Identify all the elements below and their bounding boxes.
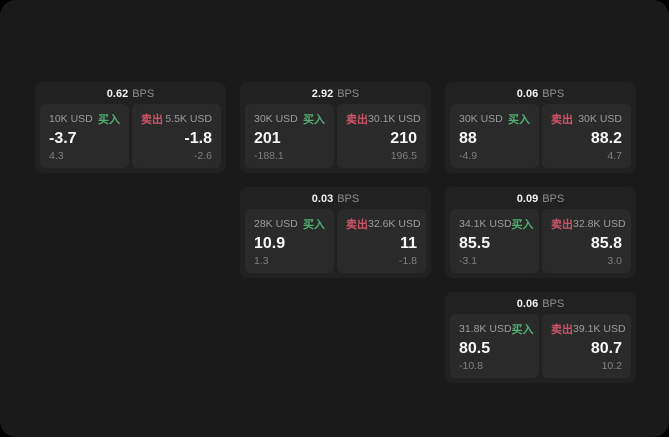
buy-amount: 10K USD <box>49 113 93 125</box>
buy-side-label: 买入 <box>98 114 120 126</box>
quote-card: 0.03 BPS 28K USD 买入 10.9 1.3 卖出 32.6K USD… <box>240 187 431 278</box>
quote-card: 0.06 BPS 31.8K USD 买入 80.5 -10.8 卖出 39.1K… <box>445 292 636 383</box>
sell-panel[interactable]: 卖出 39.1K USD 80.7 10.2 <box>542 314 631 378</box>
bps-unit-label: BPS <box>337 88 360 100</box>
sell-amount: 5.5K USD <box>165 113 212 125</box>
sell-delta: 10.2 <box>601 360 622 372</box>
buy-amount: 28K USD <box>254 218 298 230</box>
sell-price: 85.8 <box>590 235 622 252</box>
buy-price: 85.5 <box>459 235 491 252</box>
sell-delta: -1.8 <box>398 255 417 267</box>
sell-price: 80.7 <box>590 340 622 357</box>
bps-unit-label: BPS <box>337 193 360 205</box>
buy-amount: 34.1K USD <box>459 218 512 230</box>
sell-panel[interactable]: 卖出 32.6K USD 11 -1.8 <box>337 209 426 273</box>
buy-panel[interactable]: 30K USD 买入 201 -188.1 <box>245 104 334 168</box>
buy-amount: 30K USD <box>459 113 503 125</box>
spread-value: 0.03 <box>311 193 334 205</box>
sell-price: 11 <box>400 235 417 252</box>
spread-header: 0.09 BPS <box>450 187 631 209</box>
buy-amount: 30K USD <box>254 113 298 125</box>
buy-price: 88 <box>459 130 477 147</box>
spread-header: 0.06 BPS <box>450 292 631 314</box>
spread-header: 2.92 BPS <box>245 82 426 104</box>
bps-unit-label: BPS <box>542 88 565 100</box>
buy-price: 10.9 <box>254 235 286 252</box>
buy-price: -3.7 <box>49 130 77 147</box>
buy-panel[interactable]: 31.8K USD 买入 80.5 -10.8 <box>450 314 539 378</box>
sell-side-label: 卖出 <box>346 219 368 231</box>
sell-panel[interactable]: 卖出 5.5K USD -1.8 -2.6 <box>132 104 221 168</box>
sell-amount: 39.1K USD <box>573 323 626 335</box>
buy-side-label: 买入 <box>511 219 534 231</box>
sell-price: 88.2 <box>590 130 622 147</box>
buy-delta: -10.8 <box>459 360 483 372</box>
buy-panel[interactable]: 10K USD 买入 -3.7 4.3 <box>40 104 129 168</box>
spread-header: 0.03 BPS <box>245 187 426 209</box>
sell-side-label: 卖出 <box>551 114 573 126</box>
sell-amount: 30.1K USD <box>368 113 421 125</box>
buy-side-label: 买入 <box>508 114 530 126</box>
buy-panel[interactable]: 30K USD 买入 88 -4.9 <box>450 104 539 168</box>
buy-side-label: 买入 <box>303 114 325 126</box>
sell-amount: 32.8K USD <box>573 218 626 230</box>
spread-value: 0.06 <box>516 298 539 310</box>
bps-unit-label: BPS <box>542 193 565 205</box>
sell-price: -1.8 <box>184 130 212 147</box>
sell-panel[interactable]: 卖出 32.8K USD 85.8 3.0 <box>542 209 631 273</box>
sell-amount: 32.6K USD <box>368 218 421 230</box>
buy-panel[interactable]: 28K USD 买入 10.9 1.3 <box>245 209 334 273</box>
sell-delta: 3.0 <box>607 255 622 267</box>
sell-side-label: 卖出 <box>141 114 163 126</box>
bps-unit-label: BPS <box>132 88 155 100</box>
quote-card: 2.92 BPS 30K USD 买入 201 -188.1 卖出 30.1K U… <box>240 82 431 173</box>
buy-price: 201 <box>254 130 281 147</box>
sell-panel[interactable]: 卖出 30K USD 88.2 4.7 <box>542 104 631 168</box>
buy-panel[interactable]: 34.1K USD 买入 85.5 -3.1 <box>450 209 539 273</box>
bps-unit-label: BPS <box>542 298 565 310</box>
sell-side-label: 卖出 <box>551 324 573 336</box>
buy-delta: 1.3 <box>254 255 269 267</box>
spread-header: 0.62 BPS <box>40 82 221 104</box>
spread-header: 0.06 BPS <box>450 82 631 104</box>
sell-panel[interactable]: 卖出 30.1K USD 210 196.5 <box>337 104 426 168</box>
sell-amount: 30K USD <box>578 113 622 125</box>
buy-delta: -188.1 <box>254 150 284 162</box>
sell-delta: -2.6 <box>193 150 212 162</box>
buy-side-label: 买入 <box>303 219 325 231</box>
buy-delta: -4.9 <box>459 150 478 162</box>
sell-delta: 4.7 <box>607 150 622 162</box>
sell-delta: 196.5 <box>390 150 417 162</box>
sell-side-label: 卖出 <box>346 114 368 126</box>
buy-delta: -3.1 <box>459 255 478 267</box>
sell-side-label: 卖出 <box>551 219 573 231</box>
spread-value: 0.06 <box>516 88 539 100</box>
buy-amount: 31.8K USD <box>459 323 512 335</box>
buy-price: 80.5 <box>459 340 491 357</box>
quote-card: 0.09 BPS 34.1K USD 买入 85.5 -3.1 卖出 32.8K … <box>445 187 636 278</box>
quote-card: 0.62 BPS 10K USD 买入 -3.7 4.3 卖出 5.5K USD … <box>35 82 226 173</box>
buy-side-label: 买入 <box>511 324 534 336</box>
spread-value: 0.62 <box>106 88 129 100</box>
spread-value: 0.09 <box>516 193 539 205</box>
spread-value: 2.92 <box>311 88 334 100</box>
sell-price: 210 <box>390 130 417 147</box>
buy-delta: 4.3 <box>49 150 64 162</box>
quote-card: 0.06 BPS 30K USD 买入 88 -4.9 卖出 30K USD 88… <box>445 82 636 173</box>
